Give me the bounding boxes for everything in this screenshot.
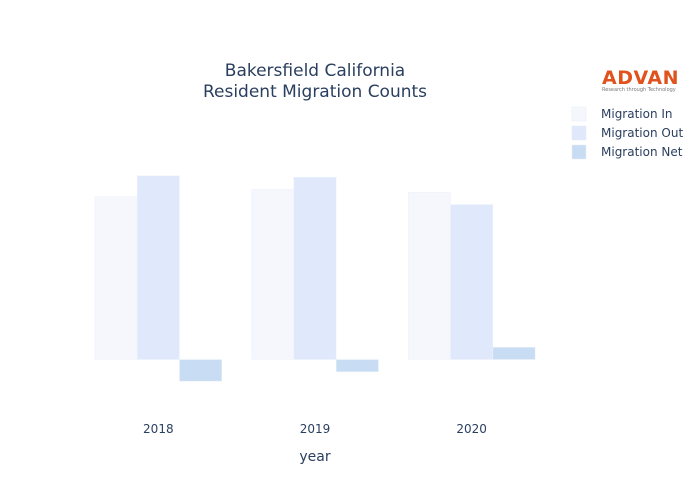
legend-label: Migration Net bbox=[601, 145, 683, 159]
legend-swatch bbox=[571, 125, 587, 141]
bar-migration-out-2018[interactable] bbox=[136, 175, 180, 360]
bar-migration-out-2019[interactable] bbox=[293, 176, 337, 360]
chart-title-line1: Bakersfield California bbox=[225, 61, 405, 81]
advan-logo: ADVAN Research through Technology bbox=[602, 67, 679, 93]
logo-wordmark: ADVAN bbox=[602, 67, 679, 89]
x-tick-labels: 2018 2019 2020 bbox=[143, 422, 487, 436]
legend-swatch bbox=[571, 106, 587, 122]
x-tick-label: 2019 bbox=[300, 422, 331, 436]
bar-migration-net-2020[interactable] bbox=[492, 347, 536, 360]
bar-migration-out-2020[interactable] bbox=[450, 204, 494, 360]
bar-migration-in-2019[interactable] bbox=[251, 189, 295, 360]
legend-item-migration-out[interactable]: Migration Out bbox=[571, 125, 683, 141]
x-axis-title: year bbox=[299, 449, 330, 465]
bar-layer bbox=[94, 175, 536, 382]
legend[interactable]: Migration In Migration Out Migration Net bbox=[571, 106, 683, 160]
logo-tagline: Research through Technology bbox=[602, 87, 676, 93]
x-tick-label: 2020 bbox=[456, 422, 487, 436]
legend-item-migration-in[interactable]: Migration In bbox=[571, 106, 673, 122]
x-tick-label: 2018 bbox=[143, 422, 174, 436]
legend-item-migration-net[interactable]: Migration Net bbox=[571, 144, 683, 160]
legend-label: Migration In bbox=[601, 107, 673, 121]
bar-migration-net-2018[interactable] bbox=[179, 359, 223, 382]
legend-label: Migration Out bbox=[601, 126, 683, 140]
bar-migration-in-2020[interactable] bbox=[407, 192, 451, 360]
bar-migration-net-2019[interactable] bbox=[335, 359, 379, 373]
chart-title-line2: Resident Migration Counts bbox=[203, 82, 427, 102]
bar-migration-in-2018[interactable] bbox=[94, 196, 138, 360]
legend-swatch bbox=[571, 144, 587, 160]
